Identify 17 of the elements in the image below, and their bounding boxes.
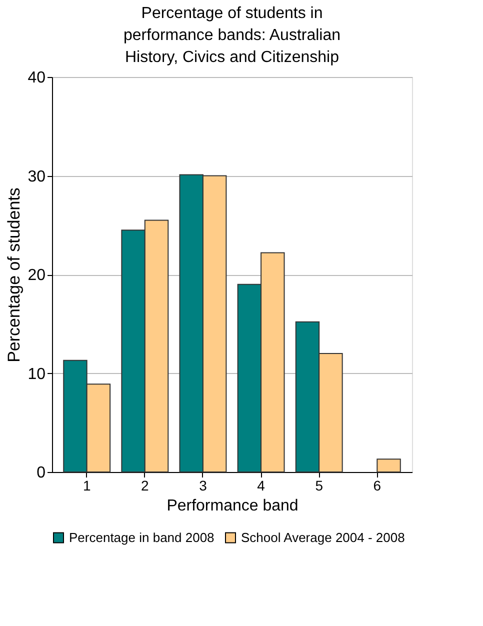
x-tick-label: 3 [199, 478, 208, 494]
legend-label: School Average 2004 - 2008 [241, 530, 405, 545]
x-tick-label: 4 [257, 478, 266, 494]
x-tick-label: 1 [82, 478, 91, 494]
x-tick-label: 5 [315, 478, 324, 494]
x-tick-label: 6 [373, 478, 382, 494]
y-tick-label: 40 [28, 70, 46, 86]
legend-label: Percentage in band 2008 [69, 530, 214, 545]
y-tick-label: 10 [28, 366, 46, 383]
bar [376, 458, 401, 472]
y-tick-label: 30 [28, 168, 46, 186]
x-tick-label: 2 [141, 478, 150, 494]
x-axis-title: Performance band [166, 498, 298, 514]
y-axis-title: Percentage of students [4, 188, 24, 362]
y-tick-label: 20 [28, 267, 46, 284]
y-tick-label: 0 [36, 464, 46, 482]
chart-title: Percentage of students in performance bands: Australian History, Civics and Citizenship [123, 5, 341, 66]
